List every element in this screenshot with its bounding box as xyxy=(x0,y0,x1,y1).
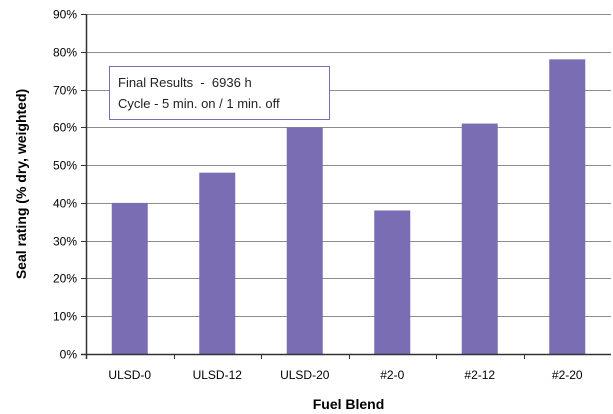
y-tick-label: 50% xyxy=(53,159,77,173)
x-axis-title: Fuel Blend xyxy=(313,396,385,412)
y-tick-label: 80% xyxy=(53,46,77,60)
x-tick-label: #2-20 xyxy=(552,368,583,382)
y-tick-label: 20% xyxy=(53,272,77,286)
y-axis-title: Seal rating (% dry, weighted) xyxy=(13,89,29,279)
gridlines xyxy=(86,14,611,317)
annotation-frame xyxy=(109,66,330,120)
y-tick-label: 60% xyxy=(53,121,77,135)
y-tick-label: 90% xyxy=(53,8,77,22)
y-tick-label: 0% xyxy=(60,348,78,362)
y-tick-labels: 0% 10% 20% 30% 40% 50% 60% 70% 80% 90% xyxy=(53,8,77,362)
annotation-line-1: Final Results - 6936 h xyxy=(118,75,252,90)
y-tick-label: 40% xyxy=(53,197,77,211)
x-tick-label: #2-0 xyxy=(380,368,404,382)
bar xyxy=(199,172,236,354)
x-tick-label: ULSD-0 xyxy=(108,368,151,382)
y-tick-label: 30% xyxy=(53,235,77,249)
bar xyxy=(374,210,411,354)
bar xyxy=(111,202,148,354)
bars xyxy=(111,59,586,354)
bar xyxy=(286,127,323,354)
bar xyxy=(549,59,586,354)
x-tick-labels: ULSD-0 ULSD-12 ULSD-20 #2-0 #2-12 #2-20 xyxy=(108,368,583,382)
y-tick-label: 10% xyxy=(53,310,77,324)
x-tick-label: ULSD-20 xyxy=(280,368,330,382)
annotation-box: Final Results - 6936 h Cycle - 5 min. on… xyxy=(109,66,330,120)
axes xyxy=(81,14,611,359)
bar xyxy=(461,123,498,354)
x-tick-label: ULSD-12 xyxy=(193,368,243,382)
annotation-line-2: Cycle - 5 min. on / 1 min. off xyxy=(118,96,280,111)
y-tick-label: 70% xyxy=(53,84,77,98)
x-tick-label: #2-12 xyxy=(464,368,495,382)
